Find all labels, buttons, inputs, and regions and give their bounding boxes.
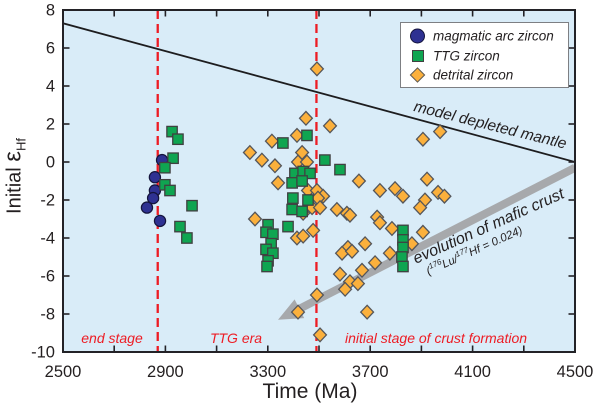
- svg-text:4500: 4500: [557, 363, 594, 381]
- svg-text:0: 0: [46, 154, 55, 172]
- svg-text:-4: -4: [40, 230, 55, 248]
- svg-text:-2: -2: [40, 192, 55, 210]
- svg-text:3700: 3700: [352, 363, 389, 381]
- epsilon-symbol: ε: [0, 151, 27, 162]
- legend-label: magmatic arc zircon: [433, 28, 554, 44]
- legend-item-magmatic-arc-zircon: magmatic arc zircon: [401, 26, 568, 46]
- svg-text:6: 6: [46, 40, 55, 58]
- ttg-square-icon: [412, 50, 424, 62]
- x-axis-title: Time (Ma): [262, 380, 358, 403]
- stage-label-initial-stage: initial stage of crust formation: [344, 330, 528, 346]
- y-axis-title: Initial εHf: [0, 138, 29, 214]
- y-axis-title-subscript: Hf: [13, 138, 29, 152]
- svg-text:2: 2: [46, 116, 55, 134]
- svg-text:4100: 4100: [454, 363, 491, 381]
- stage-label-end-stage: end stage: [81, 330, 143, 346]
- svg-text:2500: 2500: [45, 363, 82, 381]
- legend-label: TTG zircon: [433, 48, 500, 64]
- detrital-diamond-icon: [409, 67, 426, 83]
- stage-label-ttg-era: TTG era: [209, 330, 263, 346]
- magmatic-arc-circle-icon: [410, 28, 425, 44]
- legend-label: detrital zircon: [433, 67, 514, 83]
- svg-text:-8: -8: [40, 306, 55, 324]
- svg-text:2900: 2900: [147, 363, 184, 381]
- svg-text:3300: 3300: [249, 363, 286, 381]
- svg-text:-6: -6: [40, 268, 55, 286]
- svg-text:4: 4: [46, 78, 55, 96]
- legend-item-ttg-zircon: TTG zircon: [401, 46, 568, 66]
- legend-item-detrital-zircon: detrital zircon: [401, 65, 568, 85]
- legend: magmatic arc zircon TTG zircon detrital …: [400, 22, 569, 88]
- y-axis-title-prefix: Initial: [3, 161, 26, 214]
- svg-text:8: 8: [46, 2, 55, 20]
- svg-text:-10: -10: [31, 344, 55, 362]
